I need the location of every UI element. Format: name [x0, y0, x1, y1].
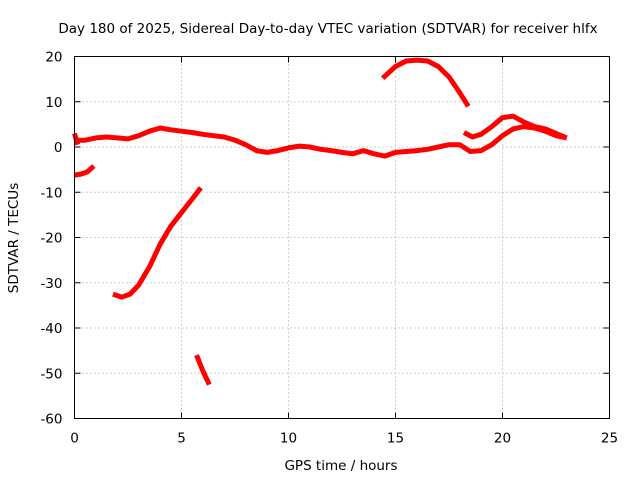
grid	[74, 56, 610, 419]
series-long-climb	[112, 186, 203, 300]
series-start-spike	[72, 132, 81, 146]
x-tick-label: 15	[387, 431, 404, 447]
data-series	[72, 57, 568, 386]
y-tick-label: -20	[40, 231, 62, 247]
x-tick-label: 20	[494, 431, 511, 447]
series-main-track	[74, 124, 568, 159]
x-tick-label: 25	[601, 431, 618, 447]
y-tick-label: -40	[40, 321, 62, 337]
y-tick-label: -30	[40, 276, 62, 292]
series-arc-high	[381, 57, 471, 108]
x-tick-label: 5	[177, 431, 186, 447]
y-tick-label: 10	[45, 95, 62, 111]
series-start-drop	[74, 164, 96, 178]
axis-ticks	[74, 56, 610, 419]
y-tick-label: 0	[54, 140, 63, 156]
x-tick-label: 0	[70, 431, 79, 447]
tick-labels: 0 5 10 15 20 25 -60 -50 -40 -30 -20 -10 0 10 20	[40, 50, 618, 447]
series-late-rise	[462, 113, 568, 141]
series-deep-segment	[194, 354, 212, 386]
y-tick-label: 20	[45, 50, 62, 66]
chart-title: Day 180 of 2025, Sidereal Day-to-day VTE…	[58, 21, 597, 37]
x-tick-label: 10	[280, 431, 297, 447]
y-tick-label: -10	[40, 185, 62, 201]
y-tick-label: -50	[40, 366, 62, 382]
y-tick-label: -60	[40, 412, 62, 428]
x-axis-label: GPS time / hours	[284, 458, 397, 474]
y-axis-label: SDTVAR / TECUs	[6, 183, 22, 293]
